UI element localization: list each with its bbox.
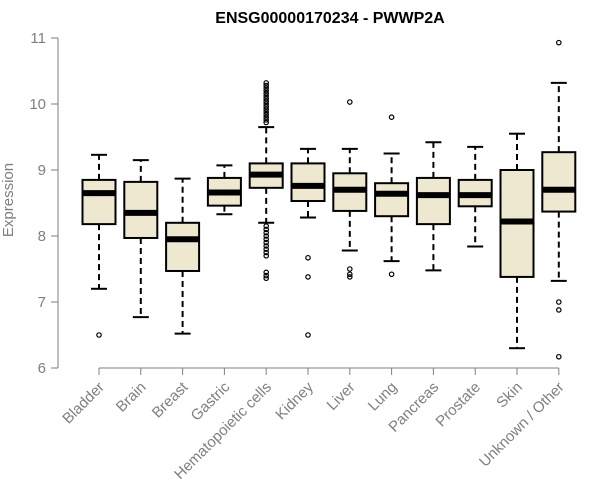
outlier-point xyxy=(263,275,270,282)
box-group xyxy=(81,153,117,338)
box-group xyxy=(541,39,577,360)
outlier-point xyxy=(263,103,270,110)
outlier-point xyxy=(346,99,353,105)
outlier-point xyxy=(263,249,270,256)
outlier-point xyxy=(263,106,270,113)
outlier-point xyxy=(305,274,311,280)
x-tick-label: Liver xyxy=(324,379,359,414)
outlier-point xyxy=(388,271,395,278)
outlier-point xyxy=(263,88,270,94)
outlier-point xyxy=(263,119,270,126)
outlier-point xyxy=(263,98,270,105)
box-group xyxy=(332,99,368,280)
outlier-point xyxy=(263,223,270,229)
box-group xyxy=(374,114,410,278)
outlier-point xyxy=(263,85,270,91)
chart-title: ENSG00000170234 - PWWP2A xyxy=(215,10,445,27)
outlier-point xyxy=(96,332,102,338)
outlier-point xyxy=(263,226,270,233)
outlier-point xyxy=(263,111,270,118)
y-tick-label: 11 xyxy=(30,30,46,47)
x-tick-label: Prostate xyxy=(432,379,484,431)
outlier-point xyxy=(305,332,311,338)
y-axis: 6 7 8 9 10 11 xyxy=(29,30,59,377)
outlier-point xyxy=(346,266,353,272)
iqr-box xyxy=(374,182,410,218)
outlier-point xyxy=(263,272,270,279)
outlier-point xyxy=(555,39,562,46)
outlier-point xyxy=(263,239,270,246)
outlier-point xyxy=(263,269,270,276)
outlier-point xyxy=(263,93,270,99)
x-tick-label: Kidney xyxy=(272,378,317,423)
iqr-box xyxy=(165,221,201,272)
x-tick-label: Skin xyxy=(493,379,526,412)
iqr-box xyxy=(290,162,326,203)
box-group xyxy=(415,141,451,272)
y-tick-label: 9 xyxy=(38,162,46,179)
y-tick-label: 8 xyxy=(38,228,46,245)
iqr-box xyxy=(415,176,451,226)
outlier-point xyxy=(346,274,353,280)
outlier-point xyxy=(388,114,395,121)
outlier-point xyxy=(263,117,270,123)
outlier-point xyxy=(263,82,270,89)
box-group xyxy=(499,132,535,350)
box-group xyxy=(290,147,326,338)
box-series xyxy=(81,39,577,360)
outlier-point xyxy=(555,353,562,360)
outlier-point xyxy=(263,90,270,97)
outlier-point xyxy=(263,80,270,86)
y-tick-label: 7 xyxy=(38,294,46,311)
outlier-point xyxy=(263,109,270,115)
y-tick-label: 6 xyxy=(38,360,46,377)
outlier-point xyxy=(305,254,311,261)
outlier-point xyxy=(263,95,270,102)
outlier-point xyxy=(346,271,353,278)
outlier-point xyxy=(263,243,270,249)
y-tick-label: 10 xyxy=(29,96,46,113)
box-group xyxy=(248,80,284,282)
x-tick-label: Lung xyxy=(365,379,401,415)
outlier-point xyxy=(555,307,562,313)
outlier-point xyxy=(263,114,270,121)
y-axis-label: Expression xyxy=(0,163,17,237)
iqr-box xyxy=(541,151,577,213)
box-group xyxy=(123,159,159,319)
outlier-point xyxy=(263,246,270,253)
outlier-point xyxy=(263,101,270,107)
outlier-point xyxy=(263,253,270,259)
box-group xyxy=(206,164,242,216)
x-tick-label: Breast xyxy=(149,378,192,421)
x-tick-label: Bladder xyxy=(59,379,108,428)
box-group xyxy=(457,145,493,248)
box-group xyxy=(165,177,201,335)
outlier-point xyxy=(263,229,270,236)
iqr-box xyxy=(81,178,117,226)
outlier-point xyxy=(555,299,562,305)
outlier-point xyxy=(263,236,270,243)
outlier-point xyxy=(263,233,270,239)
x-tick-label: Brain xyxy=(113,379,150,416)
